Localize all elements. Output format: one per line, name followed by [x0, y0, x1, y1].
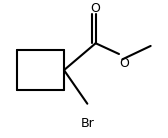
Text: O: O	[119, 57, 129, 70]
Text: O: O	[91, 2, 101, 15]
Text: Br: Br	[80, 117, 94, 130]
